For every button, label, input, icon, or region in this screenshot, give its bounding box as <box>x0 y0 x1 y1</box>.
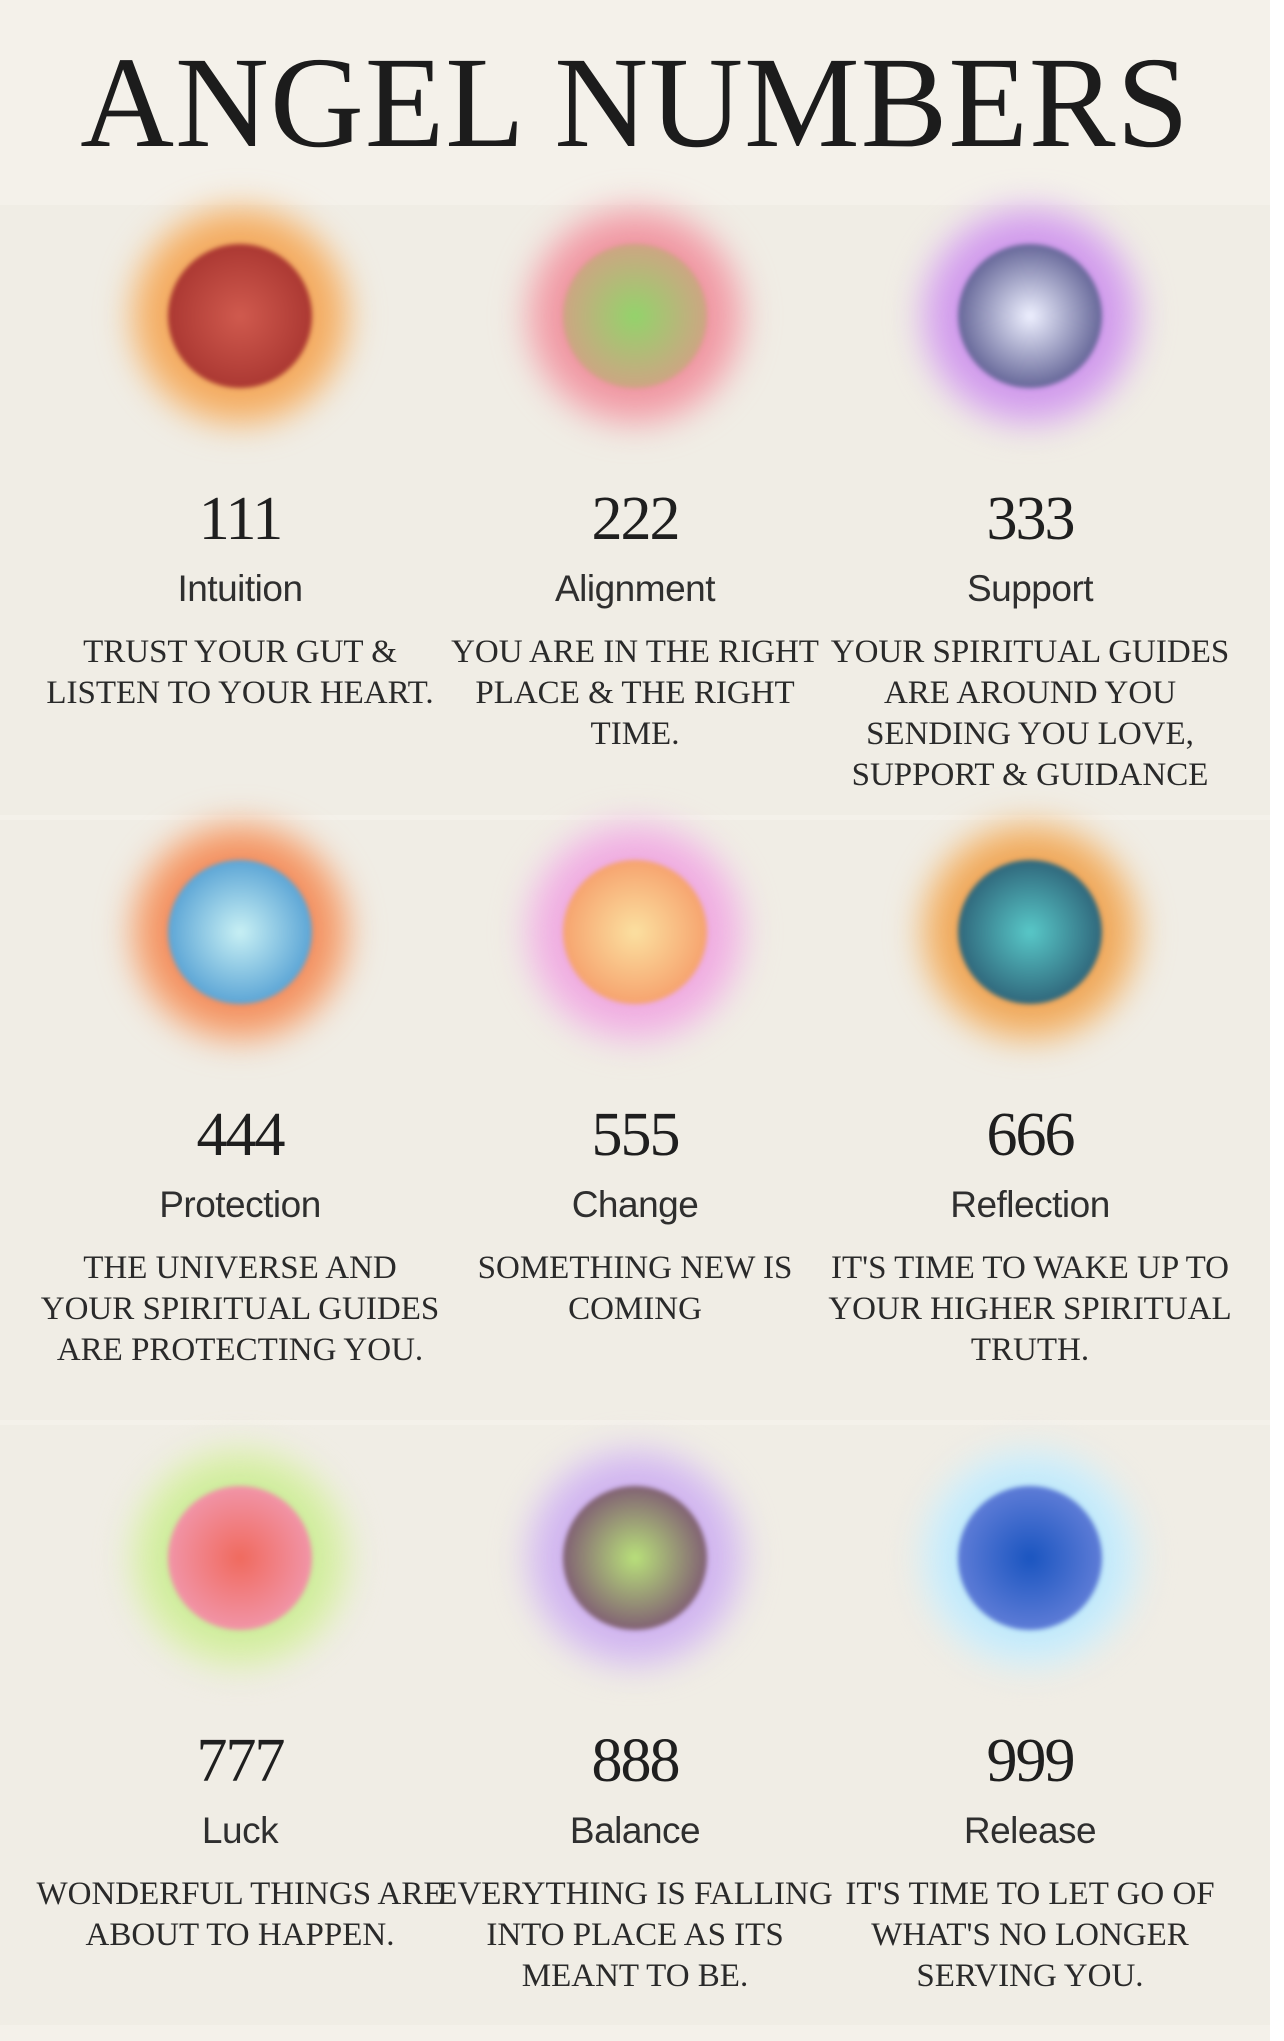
angel-number-description: EVERYTHING IS FALLING INTO PLACE AS ITS … <box>437 1876 833 1994</box>
aura-orb <box>515 196 755 436</box>
angel-number-description: IT'S TIME TO LET GO OF WHAT'S NO LONGER … <box>845 1876 1215 1994</box>
aura-orb-core <box>168 244 312 388</box>
angel-number-card: 444 Protection THE UNIVERSE AND YOUR SPIRI… <box>30 812 450 1371</box>
angel-number-card: 777 Luck WONDERFUL THINGS ARE ABOUT TO HAP… <box>30 1438 450 1956</box>
angel-number: 555 <box>591 1101 681 1169</box>
angel-number-card: 333 Support YOUR SPIRITUAL GUIDES ARE AROU… <box>820 196 1240 796</box>
aura-orb <box>120 196 360 436</box>
aura-orb <box>910 812 1150 1052</box>
aura-orb <box>515 812 755 1052</box>
angel-number-description: THE UNIVERSE AND YOUR SPIRITUAL GUIDES A… <box>40 1250 440 1368</box>
angel-number-description: WONDERFUL THINGS ARE ABOUT TO HAPPEN. <box>36 1876 444 1953</box>
angel-number-meaning: Support <box>966 568 1094 609</box>
right-edge-strip <box>1270 0 1284 2041</box>
angel-number-card: 666 Reflection IT'S TIME TO WAKE UP TO YOU… <box>820 812 1240 1371</box>
angel-number-card: 888 Balance EVERYTHING IS FALLING INTO PLA… <box>425 1438 845 1997</box>
aura-orb <box>910 196 1150 436</box>
angel-number-meaning: Reflection <box>950 1184 1110 1225</box>
aura-orb <box>120 812 360 1052</box>
angel-number-description: YOUR SPIRITUAL GUIDES ARE AROUND YOU SEN… <box>830 634 1230 793</box>
angel-number: 444 <box>196 1101 286 1169</box>
aura-orb-core <box>563 860 707 1004</box>
angel-number-meaning: Change <box>571 1184 699 1225</box>
page-title: ANGEL NUMBERS <box>80 31 1190 175</box>
angel-number-meaning: Intuition <box>177 568 303 609</box>
angel-number-card: 555 Change SOMETHING NEW IS COMING <box>425 812 845 1330</box>
aura-orb <box>515 1438 755 1678</box>
aura-orb-core <box>563 1486 707 1630</box>
angel-number-meaning: Release <box>963 1810 1097 1851</box>
angel-number-card: 999 Release IT'S TIME TO LET GO OF WHAT'S … <box>820 1438 1240 1997</box>
aura-orb <box>120 1438 360 1678</box>
angel-number-meaning: Balance <box>569 1810 701 1851</box>
aura-orb-core <box>563 244 707 388</box>
aura-orb-core <box>958 1486 1102 1630</box>
angel-number-meaning: Luck <box>201 1810 279 1851</box>
angel-number: 666 <box>986 1101 1076 1169</box>
angel-number: 111 <box>198 485 283 553</box>
angel-number-meaning: Protection <box>159 1184 321 1225</box>
aura-orb <box>910 1438 1150 1678</box>
angel-number-description: SOMETHING NEW IS COMING <box>477 1250 793 1327</box>
angel-number: 777 <box>196 1727 286 1795</box>
angel-number-card: 222 Alignment YOU ARE IN THE RIGHT PLACE &… <box>425 196 845 755</box>
angel-number-description: TRUST YOUR GUT & LISTEN TO YOUR HEART. <box>46 634 434 711</box>
angel-number-description: IT'S TIME TO WAKE UP TO YOUR HIGHER SPIR… <box>828 1250 1232 1368</box>
aura-orb-core <box>958 860 1102 1004</box>
aura-orb-core <box>168 860 312 1004</box>
angel-number: 222 <box>591 485 681 553</box>
aura-orb-core <box>958 244 1102 388</box>
aura-orb-core <box>168 1486 312 1630</box>
angel-number-meaning: Alignment <box>554 568 716 609</box>
angel-number: 888 <box>591 1727 681 1795</box>
angel-number-card: 111 Intuition TRUST YOUR GUT & LISTEN TO Y… <box>30 196 450 714</box>
angel-number-description: YOU ARE IN THE RIGHT PLACE & THE RIGHT T… <box>451 634 819 752</box>
angel-number: 333 <box>986 485 1076 553</box>
angel-number: 999 <box>986 1727 1076 1795</box>
